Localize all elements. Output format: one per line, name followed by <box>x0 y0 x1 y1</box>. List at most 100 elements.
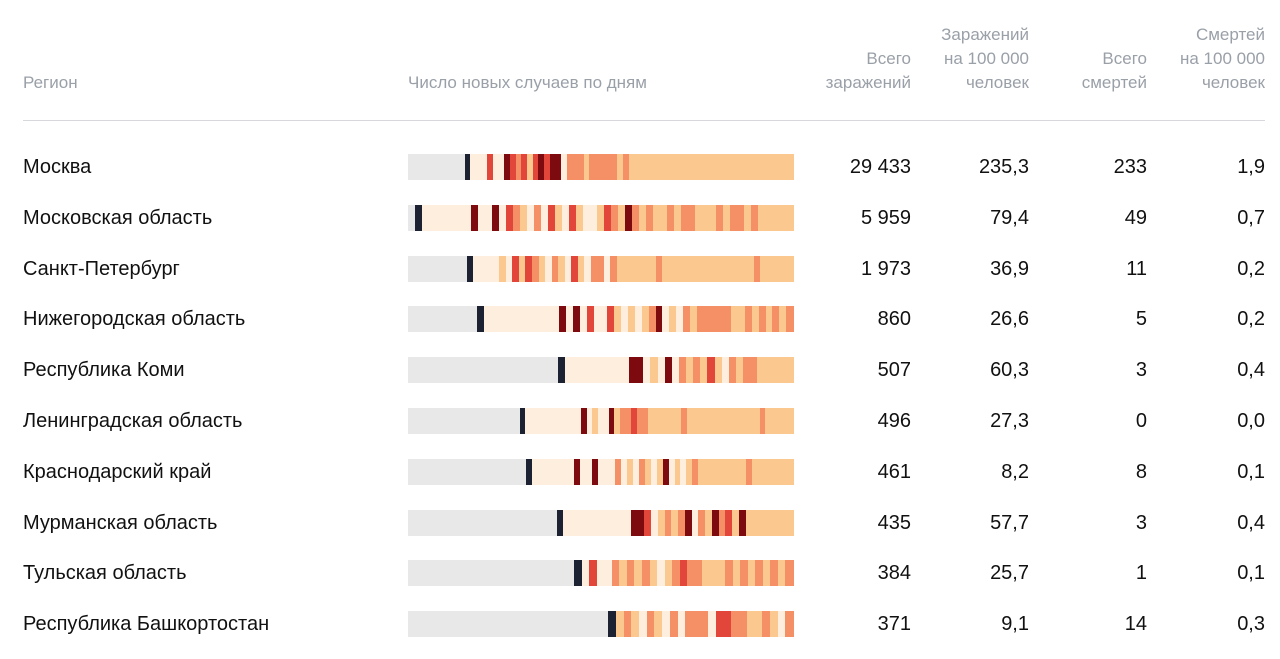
day-cell <box>787 408 794 434</box>
day-cell <box>497 306 505 332</box>
day-cell <box>628 306 636 332</box>
day-cell <box>649 560 658 586</box>
day-cell <box>708 611 717 637</box>
day-cell <box>750 357 758 383</box>
day-cell <box>725 510 733 536</box>
day-cell <box>732 510 740 536</box>
day-cell <box>634 154 641 180</box>
day-cell <box>490 306 498 332</box>
day-cell <box>631 611 640 637</box>
day-cell <box>630 510 639 536</box>
day-cell <box>580 408 588 434</box>
day-cell <box>555 205 563 231</box>
daily-cases-bar[interactable] <box>408 459 794 485</box>
day-cell <box>564 256 572 282</box>
daily-cases-bar[interactable] <box>408 408 794 434</box>
column-header-infections-per-100k[interactable]: Заражений на 100 000 человек <box>900 23 1029 95</box>
daily-cases-bar[interactable] <box>408 560 794 586</box>
day-cell <box>563 510 571 536</box>
day-cell <box>500 357 509 383</box>
region-name: Краснодарский край <box>23 461 212 483</box>
day-cell <box>470 154 477 180</box>
first-case-marker <box>608 611 616 637</box>
daily-cases-bar[interactable] <box>408 510 794 536</box>
day-cell <box>471 205 479 231</box>
day-cell <box>515 611 525 637</box>
day-cell <box>727 256 735 282</box>
day-cell <box>597 205 605 231</box>
day-cell <box>436 154 443 180</box>
day-cell <box>621 459 628 485</box>
day-cell <box>709 408 716 434</box>
day-cell <box>681 205 689 231</box>
deaths-per-100k-value: 0,4 <box>1237 512 1265 534</box>
day-cell <box>583 154 590 180</box>
daily-cases-bar[interactable] <box>408 306 794 332</box>
day-cell <box>656 459 664 485</box>
day-cell <box>548 205 556 231</box>
daily-cases-bar[interactable] <box>408 154 794 180</box>
day-cell <box>597 408 604 434</box>
day-cell <box>646 205 654 231</box>
day-cell <box>674 459 682 485</box>
infections-per-100k-value: 79,4 <box>990 207 1029 229</box>
total-infections-value: 384 <box>877 562 911 584</box>
day-cell <box>562 205 570 231</box>
column-header-total-infections[interactable]: Всего заражений <box>780 47 911 95</box>
day-cell <box>631 408 638 434</box>
column-header-daily-cases: Число новых случаев по дням <box>408 71 647 95</box>
total-deaths-value: 3 <box>1135 359 1147 381</box>
table-row[interactable]: Московская область 5 959 79,4 49 0,7 <box>0 202 1280 253</box>
day-cell <box>415 357 423 383</box>
day-cell <box>479 256 487 282</box>
day-cell <box>704 459 711 485</box>
table-row[interactable]: Ленинградская область 496 27,3 0 0,0 <box>0 405 1280 456</box>
day-cell <box>456 306 464 332</box>
day-cell <box>639 459 646 485</box>
day-cell <box>558 560 568 586</box>
day-cell <box>504 154 511 180</box>
table-row[interactable]: Республика Башкортостан 371 9,1 14 0,3 <box>0 608 1280 659</box>
day-cell <box>443 357 452 383</box>
day-cell <box>421 510 429 536</box>
daily-cases-bar[interactable] <box>408 611 794 637</box>
daily-cases-bar[interactable] <box>408 205 794 231</box>
day-cell <box>785 611 794 637</box>
day-cell <box>511 306 519 332</box>
infections-per-100k-value: 25,7 <box>990 562 1029 584</box>
daily-cases-bar[interactable] <box>408 256 794 282</box>
table-row[interactable]: Краснодарский край 461 8,2 8 0,1 <box>0 456 1280 507</box>
header-line: человек <box>965 73 1029 92</box>
column-header-deaths-per-100k[interactable]: Смертей на 100 000 человек <box>1155 23 1265 95</box>
day-cell <box>723 205 731 231</box>
table-row[interactable]: Мурманская область 435 57,7 3 0,4 <box>0 507 1280 558</box>
day-cell <box>566 306 574 332</box>
day-cell <box>731 306 739 332</box>
table-row[interactable]: Нижегородская область 860 26,6 5 0,2 <box>0 303 1280 354</box>
table-row[interactable]: Республика Коми 507 60,3 3 0,4 <box>0 354 1280 405</box>
day-cell <box>769 611 779 637</box>
table-row[interactable]: Санкт-Петербург 1 973 36,9 11 0,2 <box>0 253 1280 304</box>
day-cell <box>698 510 706 536</box>
day-cell <box>727 459 735 485</box>
day-cell <box>662 459 670 485</box>
day-cell <box>515 154 522 180</box>
day-cell <box>717 560 726 586</box>
day-cell <box>603 256 611 282</box>
table-row[interactable]: Москва 29 433 235,3 233 1,9 <box>0 151 1280 202</box>
day-cell <box>424 408 431 434</box>
day-cell <box>502 459 510 485</box>
table-row[interactable]: Тульская область 384 25,7 1 0,1 <box>0 557 1280 608</box>
day-cell <box>765 205 773 231</box>
day-cell <box>680 459 687 485</box>
day-cell <box>678 510 686 536</box>
day-cell <box>550 459 557 485</box>
column-header-total-deaths[interactable]: Всего смертей <box>1040 47 1147 95</box>
day-cell <box>604 205 612 231</box>
daily-cases-bar[interactable] <box>408 357 794 383</box>
day-cell <box>518 256 527 282</box>
day-cell <box>639 205 647 231</box>
day-cell <box>514 459 522 485</box>
day-cell <box>759 154 766 180</box>
day-cell <box>408 560 417 586</box>
